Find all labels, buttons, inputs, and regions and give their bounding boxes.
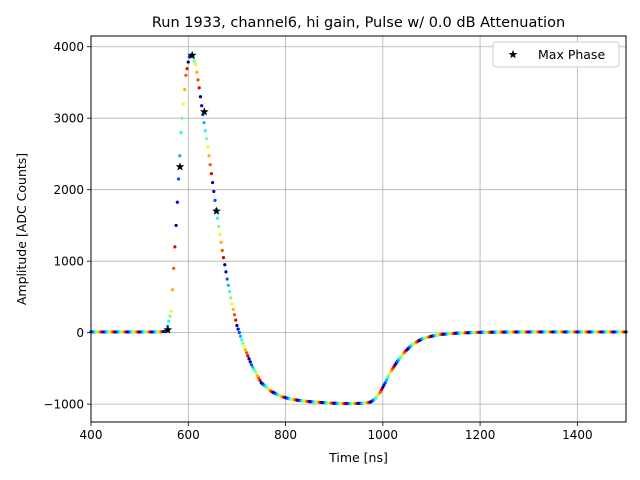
x-tick-label: 800 [274,428,297,442]
waveform-point [178,154,182,158]
plot-frame [90,35,627,423]
y-axis-label: Amplitude [ADC Counts] [14,153,29,305]
waveform-point [224,270,228,274]
waveform-point [197,86,201,90]
waveform-point [386,376,390,380]
y-tick-label: 0 [76,326,84,340]
waveform-series [89,53,628,406]
waveform-point [175,200,179,204]
x-tick-label: 600 [177,428,200,442]
max-phase-star [175,162,185,171]
waveform-point [196,78,200,82]
chart-title: Run 1933, channel6, hi gain, Pulse w/ 0.… [152,15,565,31]
waveform-point [168,314,172,318]
waveform-point [185,67,189,71]
waveform-point [243,348,248,352]
legend-label-max-phase: Max Phase [538,47,605,62]
waveform-point [223,263,227,267]
waveform-point [200,104,204,108]
waveform-point [235,323,239,328]
max-phase-star [187,50,197,60]
waveform-point [192,59,196,63]
waveform-point [170,288,175,292]
legend: Max Phase [492,41,620,68]
waveform-point [176,177,181,181]
waveform-point [210,180,215,185]
waveform-point [193,62,198,67]
x-tick-label: 1000 [368,428,399,442]
waveform-point [169,309,173,313]
max-phase-star [199,107,209,116]
waveform-point [206,145,210,149]
waveform-point [173,245,177,249]
x-tick-label: 1400 [562,428,593,442]
y-axis: −1000 0 1000 2000 3000 4000 [43,40,91,412]
waveform-point [237,331,241,335]
waveform-point [179,130,183,135]
waveform-point [219,240,223,244]
waveform-point [209,172,213,176]
waveform-point [195,70,199,74]
waveform-point [184,73,188,77]
y-tick-label: 4000 [53,40,84,54]
x-axis-label: Time [ns] [328,450,388,465]
waveform-point [228,289,232,294]
max-phase-star [163,325,173,334]
waveform-point [241,341,245,345]
x-axis: 400 600 800 1000 1200 1400 [80,422,593,442]
waveform-point [204,137,209,141]
waveform-point [225,277,229,281]
waveform-point [231,307,235,312]
waveform-point [234,318,238,322]
waveform-point [236,327,240,331]
waveform-point [202,121,206,125]
x-tick-label: 400 [80,428,103,442]
waveform-point [232,313,237,317]
waveform-point [245,351,249,355]
waveform-point [212,189,216,194]
waveform-point [198,95,203,99]
waveform-point [242,345,246,349]
waveform-point [172,266,176,270]
waveform-point [247,357,251,361]
waveform-point [229,296,233,300]
waveform-point [221,255,226,260]
waveform-point [186,60,190,64]
waveform-point [387,373,391,377]
y-tick-label: 1000 [53,255,84,269]
waveform-point [213,198,217,203]
waveform-point [217,224,221,228]
waveform-point [230,302,234,306]
waveform-point [220,248,224,253]
waveform-point [240,338,244,342]
y-tick-label: 2000 [53,183,84,197]
waveform-point [181,102,186,106]
legend-star-icon [508,49,518,59]
x-tick-label: 1200 [465,428,496,442]
waveform-point [238,334,243,338]
y-tick-label: 3000 [53,112,84,126]
legend-box [492,41,620,68]
max-phase-star [212,206,221,215]
waveform-point [384,378,389,382]
waveform-point [248,360,252,364]
waveform-point [207,154,211,158]
waveform-point [215,216,220,220]
y-tick-label: −1000 [43,398,84,412]
grid [90,36,626,422]
waveform-point [180,116,184,120]
waveform-point [167,319,171,323]
waveform-point [246,354,250,358]
waveform-point [383,381,387,385]
max-phase-series [163,50,221,334]
waveform-point [183,88,187,92]
waveform-point [226,283,230,287]
waveform-point [203,129,207,133]
waveform-point [218,232,222,236]
waveform-point [174,223,178,228]
waveform-point [208,163,212,167]
